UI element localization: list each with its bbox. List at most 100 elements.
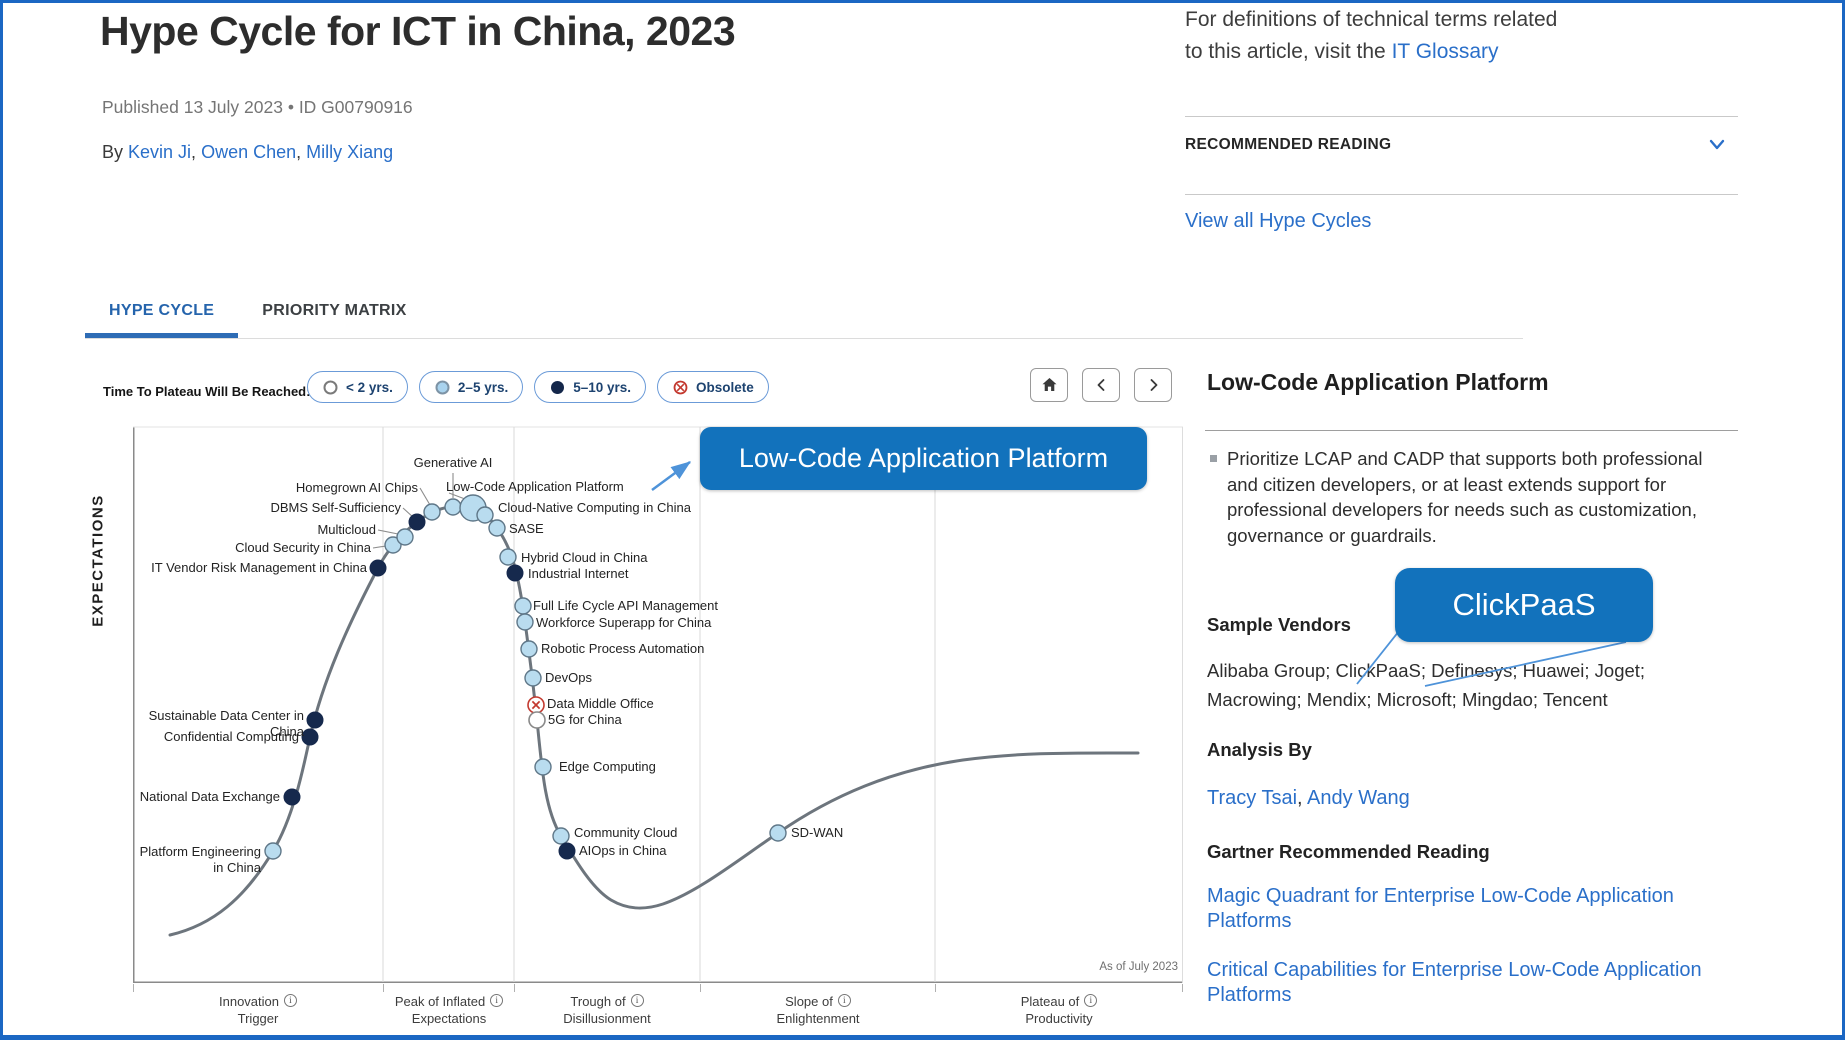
recommended-reading-heading: Gartner Recommended Reading	[1207, 841, 1490, 862]
legend-pill-obsolete[interactable]: Obsolete	[657, 371, 769, 403]
bullet-marker	[1210, 455, 1217, 462]
definitions-text-line2: to this article, visit the IT Glossary	[1185, 40, 1499, 63]
tab-priority-matrix[interactable]: PRIORITY MATRIX	[262, 302, 407, 319]
hype-cycle-curve-svg	[133, 426, 1183, 983]
axis-tick	[133, 984, 134, 992]
chart-point[interactable]	[408, 513, 426, 531]
recommended-reading-link[interactable]: Critical Capabilities for Enterprise Low…	[1207, 959, 1702, 1006]
chart-point[interactable]	[264, 842, 282, 860]
chart-point[interactable]	[528, 711, 546, 729]
chart-point[interactable]	[444, 498, 462, 516]
legend-pill-label: < 2 yrs.	[346, 379, 393, 395]
chevron-left-button[interactable]	[1082, 368, 1120, 402]
info-icon[interactable]: i	[284, 994, 297, 1007]
recommended-reading-label: RECOMMENDED READING	[1185, 136, 1392, 153]
recommended-reading-header[interactable]: RECOMMENDED READING	[1185, 136, 1738, 154]
axis-tick	[935, 984, 936, 992]
chart-point[interactable]	[488, 519, 506, 537]
phase-label: Trough of i Disillusionment	[563, 994, 651, 1026]
it-glossary-link[interactable]: IT Glossary	[1391, 40, 1499, 63]
divider	[1185, 116, 1738, 117]
chart-point[interactable]	[534, 758, 552, 776]
legend-pills: < 2 yrs. 2–5 yrs. 5–10 yrs. Obsolete	[307, 371, 769, 403]
legend-pill-label: 2–5 yrs.	[457, 379, 509, 395]
phase-label: Plateau of i Productivity	[949, 993, 1169, 1027]
chart-point[interactable]	[396, 528, 414, 546]
tabs: HYPE CYCLE PRIORITY MATRIX	[85, 294, 431, 338]
detail-bullet-text: Prioritize LCAP and CADP that supports b…	[1227, 448, 1703, 546]
chart-point[interactable]	[552, 827, 570, 845]
byline: By Kevin Ji, Owen Chen, Milly Xiang	[102, 142, 394, 162]
clickpaas-callout: ClickPaaS	[1395, 568, 1653, 642]
info-icon[interactable]: i	[1084, 994, 1098, 1007]
chart-point[interactable]	[516, 613, 534, 631]
info-icon[interactable]: i	[837, 994, 851, 1007]
legend-pill-label: 5–10 yrs.	[573, 379, 632, 395]
sample-vendors-heading: Sample Vendors	[1207, 614, 1351, 635]
light-dot-icon	[435, 380, 450, 394]
chart-point[interactable]	[306, 711, 324, 729]
axis-tick	[1182, 984, 1183, 992]
view-all-hype-cycles-link[interactable]: View all Hype Cycles	[1185, 210, 1372, 232]
chart-point[interactable]	[524, 669, 542, 687]
legend-title: Time To Plateau Will Be Reached:	[103, 384, 311, 399]
hype-cycle-chart: Platform Engineering in China National Da…	[133, 420, 1183, 983]
legend-pill-white[interactable]: < 2 yrs.	[307, 371, 408, 403]
tab-divider	[85, 338, 1523, 339]
divider	[1205, 430, 1738, 431]
author-link[interactable]: Milly Xiang	[306, 142, 394, 162]
info-icon[interactable]: i	[630, 994, 644, 1007]
chart-point[interactable]	[369, 559, 387, 577]
chevron-down-icon[interactable]	[1706, 133, 1728, 160]
recommended-reading-link[interactable]: Magic Quadrant for Enterprise Low-Code A…	[1207, 885, 1674, 932]
y-axis-label: EXPECTATIONS	[89, 494, 107, 627]
legend-pill-light[interactable]: 2–5 yrs.	[418, 371, 524, 403]
analyst-link[interactable]: Tracy Tsai	[1207, 787, 1298, 809]
home-icon	[1042, 378, 1056, 391]
chart-point[interactable]	[476, 506, 494, 524]
legend-pill-dark[interactable]: 5–10 yrs.	[534, 371, 647, 403]
as-of-date: As of July 2023	[1099, 961, 1178, 973]
axis-tick	[383, 984, 384, 992]
chart-point[interactable]	[558, 842, 576, 860]
analyst-link[interactable]: Andy Wang	[1307, 787, 1410, 809]
phase-label: Peak of Inflated i Expectations	[339, 993, 559, 1027]
phase-axis: Innovation i Trigger Peak of Inflated i Expec…	[133, 984, 1183, 1036]
phase-label: Innovation i Trigger	[148, 993, 368, 1027]
analysts: Tracy Tsai, Andy Wang	[1207, 787, 1410, 809]
chart-point[interactable]	[769, 824, 787, 842]
phase-label: Slope of i Enlightenment	[776, 994, 860, 1026]
definitions-text-line1: For definitions of technical terms relat…	[1185, 8, 1558, 31]
sample-vendors-text: Alibaba Group; ClickPaaS; Definesys; Hua…	[1207, 660, 1646, 710]
axis-tick	[700, 984, 701, 992]
chart-point[interactable]	[520, 640, 538, 658]
detail-panel-title: Low-Code Application Platform	[1207, 369, 1549, 395]
tab-hype-cycle[interactable]: HYPE CYCLE	[85, 294, 239, 338]
analysis-by-heading: Analysis By	[1207, 739, 1312, 760]
chart-point[interactable]	[423, 503, 441, 521]
obsolete-dot-icon	[673, 380, 688, 394]
chart-point[interactable]	[506, 564, 524, 582]
chart-point[interactable]	[514, 597, 532, 615]
definitions-box: For definitions of technical terms relat…	[1185, 4, 1738, 232]
home-button[interactable]	[1030, 368, 1068, 402]
page-title: Hype Cycle for ICT in China, 2023	[100, 8, 736, 54]
chevron-right-icon	[1150, 379, 1157, 391]
white-dot-icon	[323, 380, 338, 394]
author-link[interactable]: Owen Chen	[201, 142, 297, 162]
info-icon[interactable]: i	[490, 994, 504, 1007]
lowcode-callout: Low-Code Application Platform	[700, 427, 1147, 490]
published-line: Published 13 July 2023 • ID G00790916	[102, 97, 413, 117]
author-link[interactable]: Kevin Ji	[128, 142, 192, 162]
chart-point[interactable]	[384, 536, 402, 554]
axis-tick	[514, 984, 515, 992]
divider	[1185, 194, 1738, 195]
chart-point[interactable]	[283, 788, 301, 806]
dark-dot-icon	[551, 380, 565, 394]
chart-point[interactable]	[301, 728, 319, 746]
chart-point[interactable]	[499, 548, 517, 566]
chevron-right-button[interactable]	[1134, 368, 1172, 402]
detail-bullet: Prioritize LCAP and CADP that supports b…	[1208, 446, 1713, 548]
chart-toolbar	[1030, 368, 1172, 402]
chart-point[interactable]	[527, 696, 545, 714]
